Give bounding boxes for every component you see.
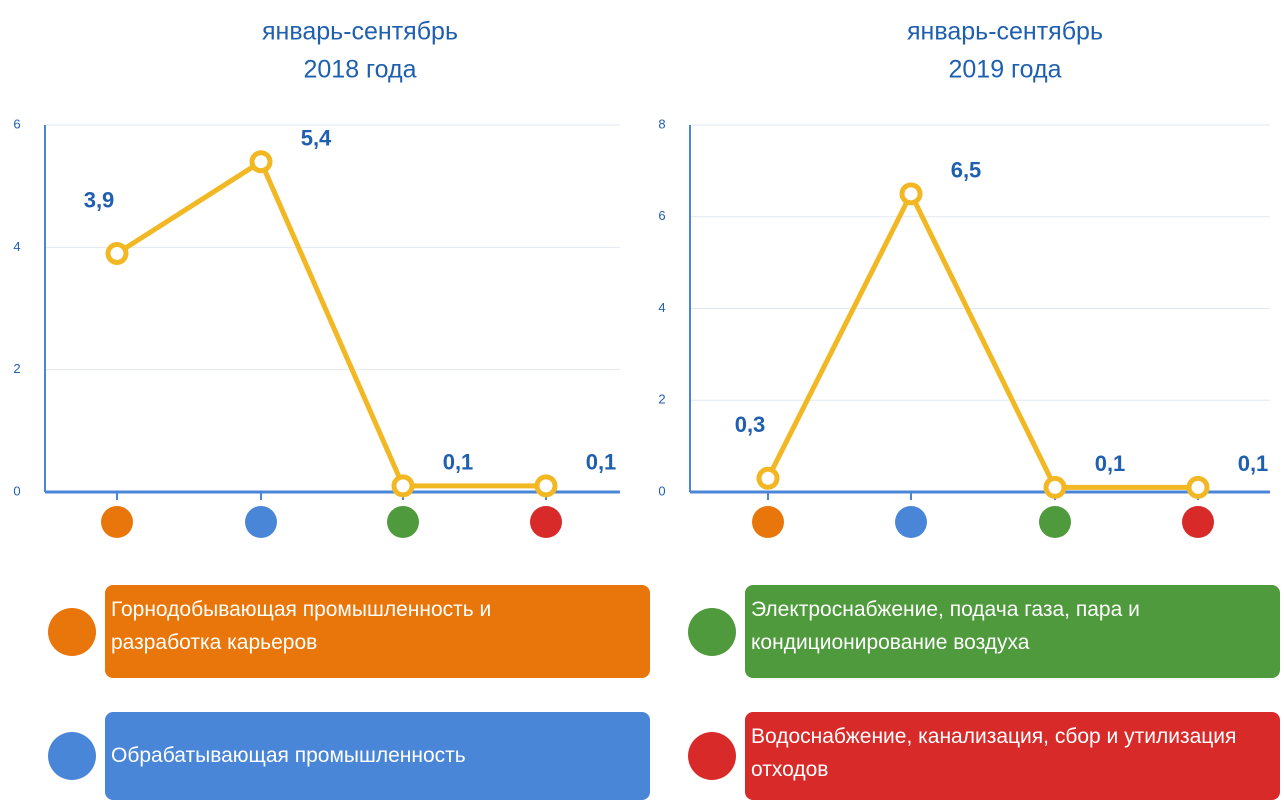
category-dot xyxy=(530,506,562,538)
category-dot xyxy=(387,506,419,538)
category-dot xyxy=(895,506,927,538)
y-tick-label: 6 xyxy=(658,208,665,223)
value-label: 0,1 xyxy=(1238,451,1269,476)
legend-marker xyxy=(688,732,736,780)
legend-marker xyxy=(48,607,96,656)
point xyxy=(105,241,129,265)
chart-title: январь-сентябрь xyxy=(907,18,1103,46)
value-label: 0,1 xyxy=(1095,451,1126,476)
category-dot xyxy=(752,506,784,538)
chart-title: январь-сентябрь xyxy=(262,18,458,46)
legend-label: Обрабатывающая промышленность xyxy=(105,712,650,800)
point xyxy=(391,474,415,498)
category-dot xyxy=(1039,506,1071,538)
point xyxy=(249,150,273,174)
legend-marker xyxy=(48,732,96,780)
point xyxy=(1043,475,1067,499)
category-dot xyxy=(245,506,277,538)
y-tick-label: 6 xyxy=(13,116,20,131)
chart-title: 2018 года xyxy=(304,56,417,84)
y-tick-label: 2 xyxy=(658,392,665,407)
value-label: 6,5 xyxy=(951,158,982,183)
y-tick-label: 4 xyxy=(658,300,665,315)
y-tick-label: 0 xyxy=(13,483,20,498)
legend-label: Горнодобывающая промышленность и разрабо… xyxy=(105,585,650,678)
legend-label: Электроснабжение, подача газа, пара и ко… xyxy=(745,585,1280,678)
line xyxy=(115,159,546,489)
value-label: 0,1 xyxy=(586,450,617,475)
y-tick-label: 0 xyxy=(658,483,665,498)
category-dot xyxy=(1182,506,1214,538)
value-label: 3,9 xyxy=(84,187,115,212)
value-label: 0,3 xyxy=(735,412,766,437)
point xyxy=(1186,475,1210,499)
legend-label: Водоснабжение, канализация, сбор и утили… xyxy=(745,712,1280,800)
point xyxy=(534,474,558,498)
y-tick-label: 8 xyxy=(658,116,665,131)
value-label: 0,1 xyxy=(443,450,474,475)
y-tick-label: 4 xyxy=(13,239,20,254)
category-dot xyxy=(101,506,133,538)
point xyxy=(899,182,923,206)
y-tick-label: 2 xyxy=(13,361,20,376)
legend-marker xyxy=(688,607,736,656)
chart-title: 2019 года xyxy=(949,56,1062,84)
line xyxy=(765,191,1198,490)
value-label: 5,4 xyxy=(301,126,332,151)
point xyxy=(756,466,780,490)
